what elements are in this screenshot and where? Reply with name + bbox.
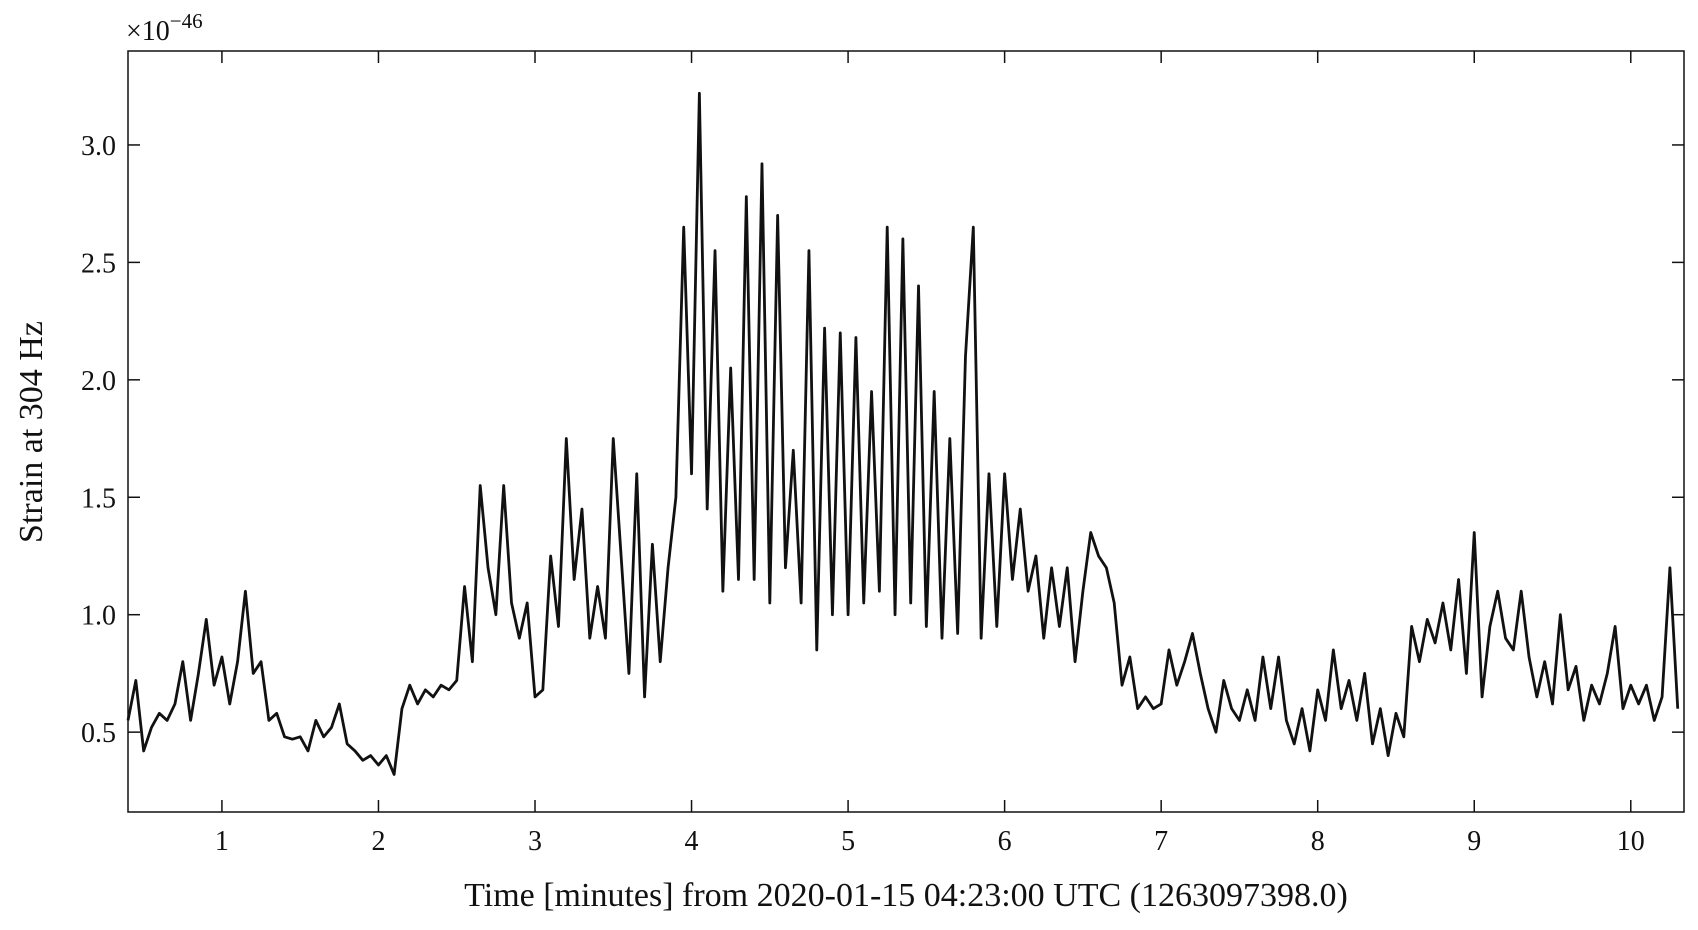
x-tick-label: 5 [841,826,855,857]
offset-exponent: −46 [170,9,203,33]
x-tick-label: 10 [1617,826,1645,857]
x-tick-label: 6 [998,826,1012,857]
y-tick-label: 2.5 [81,248,116,279]
plot-frame [127,50,1685,813]
x-tick-label: 1 [215,826,229,857]
y-tick-label: 1.0 [81,601,116,632]
x-tick-label: 2 [371,826,385,857]
x-tick-label: 3 [528,826,542,857]
x-tick-label: 4 [685,826,699,857]
x-tick-label: 9 [1467,826,1481,857]
y-axis-label: Strain at 304 Hz [13,321,50,543]
x-axis-label: Time [minutes] from 2020-01-15 04:23:00 … [464,877,1348,914]
y-tick-label: 3.0 [81,131,116,162]
y-tick-label: 0.5 [81,718,116,749]
y-tick-label: 1.5 [81,483,116,514]
y-tick-label: 2.0 [81,366,116,397]
x-tick-label: 8 [1311,826,1325,857]
data-line [126,91,1680,776]
y-offset-text: ×10−46 [126,9,203,47]
offset-base: ×10 [126,16,170,47]
x-tick-label: 7 [1154,826,1168,857]
